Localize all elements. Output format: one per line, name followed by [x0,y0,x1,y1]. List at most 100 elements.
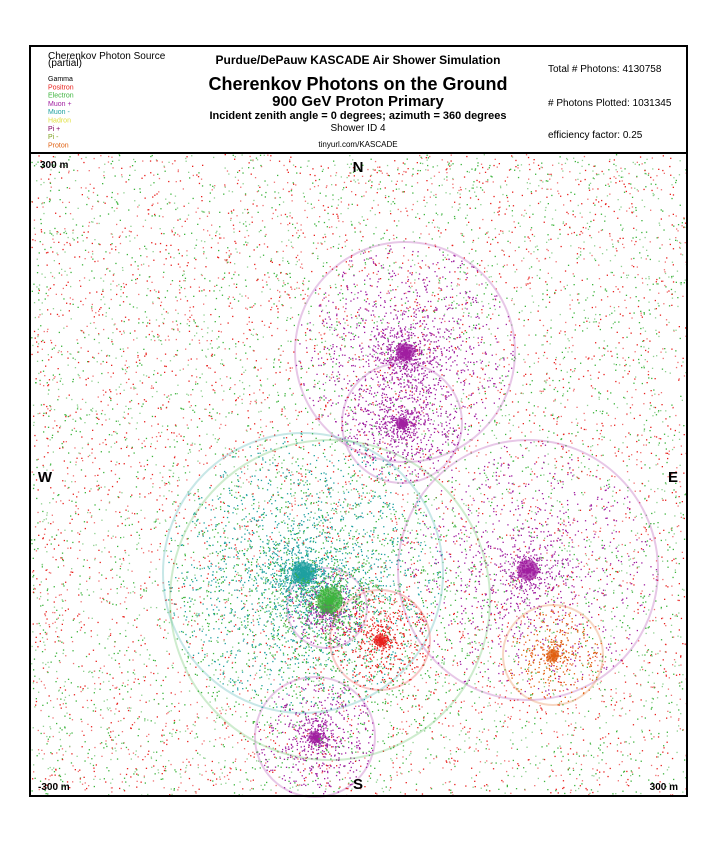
photon-dot [545,521,547,523]
photon-dot [179,292,181,294]
photon-dot [547,436,549,439]
photon-dot [305,339,307,342]
photon-dot [683,282,685,284]
photon-dot [465,785,467,787]
photon-dot [239,221,241,224]
photon-dot [48,715,50,718]
photon-dot [351,587,354,589]
photon-dot [303,723,305,726]
photon-dot [444,588,446,590]
photon-dot [682,729,684,731]
photon-dot [276,327,279,330]
photon-dot [524,668,526,670]
photon-dot [273,679,275,681]
photon-dot [92,191,95,194]
photon-dot [468,394,470,396]
photon-dot [252,608,254,610]
photon-dot [271,654,273,656]
photon-dot [97,381,99,384]
photon-dot [213,674,215,676]
photon-dot [590,698,592,700]
photon-dot [243,244,245,246]
photon-dot [198,615,201,617]
photon-dot [480,274,482,276]
photon-dot [326,632,328,634]
photon-dot [290,771,293,773]
photon-dot [250,400,252,403]
photon-dot [191,444,193,446]
photon-dot [53,548,55,550]
photon-dot [635,791,637,793]
photon-dot [299,751,301,754]
photon-dot [624,681,627,683]
photon-dot [629,582,631,584]
photon-dot [651,686,654,688]
photon-dot [71,518,73,520]
photon-dot [214,728,216,730]
photon-dot [479,327,481,329]
photon-dot [160,684,162,687]
photon-dot [199,217,201,220]
photon-dot [458,407,461,409]
photon-dot [324,340,327,342]
photon-dot [231,630,233,632]
photon-dot [616,171,618,173]
photon-dot [257,602,259,605]
photon-dot [295,409,297,412]
photon-dot [428,246,430,249]
photon-dot [682,557,685,559]
photon-dot [91,617,93,619]
photon-dot [350,358,352,360]
photon-dot [420,233,422,235]
photon-dot [124,518,127,521]
photon-dot [53,377,55,379]
photon-dot [377,365,379,367]
photon-dot [420,156,422,158]
photon-dot [664,513,666,515]
photon-dot [455,751,457,753]
photon-dot [175,354,178,356]
photon-dot [620,206,622,208]
photon-dot [189,177,191,179]
photon-dot [337,204,339,206]
photon-dot [329,446,331,448]
photon-dot [232,224,235,226]
photon-dot [604,736,607,738]
photon-dot [129,174,131,176]
photon-dot [103,177,106,179]
photon-dot [86,559,88,561]
photon-dot [534,415,536,417]
photon-dot [43,341,46,343]
photon-dot [464,446,466,448]
photon-dot [221,384,223,387]
photon-dot [222,516,225,518]
photon-dot [432,409,434,412]
photon-dot [430,788,433,790]
photon-dot [39,521,41,523]
photon-dot [633,550,635,553]
photon-dot [123,286,125,288]
photon-dot [470,404,472,406]
photon-dot [318,764,320,766]
photon-dot [119,304,121,306]
photon-dot [518,318,520,320]
photon-dot [440,594,442,596]
photon-dot [173,562,175,565]
photon-dot [448,450,450,452]
photon-dot [407,276,409,278]
photon-dot [470,426,472,428]
photon-dot [390,356,392,358]
photon-dot [441,481,444,483]
photon-dot [363,219,365,221]
photon-dot [278,160,281,162]
photon-dot [445,674,447,676]
photon-dot [549,512,551,514]
photon-dot [270,322,272,324]
photon-dot [343,338,345,340]
photon-dot [160,208,162,210]
photon-dot [649,467,651,469]
photon-dot [516,499,518,502]
photon-dot [512,563,514,565]
photon-dot [77,406,79,408]
photon-dot [545,711,547,713]
